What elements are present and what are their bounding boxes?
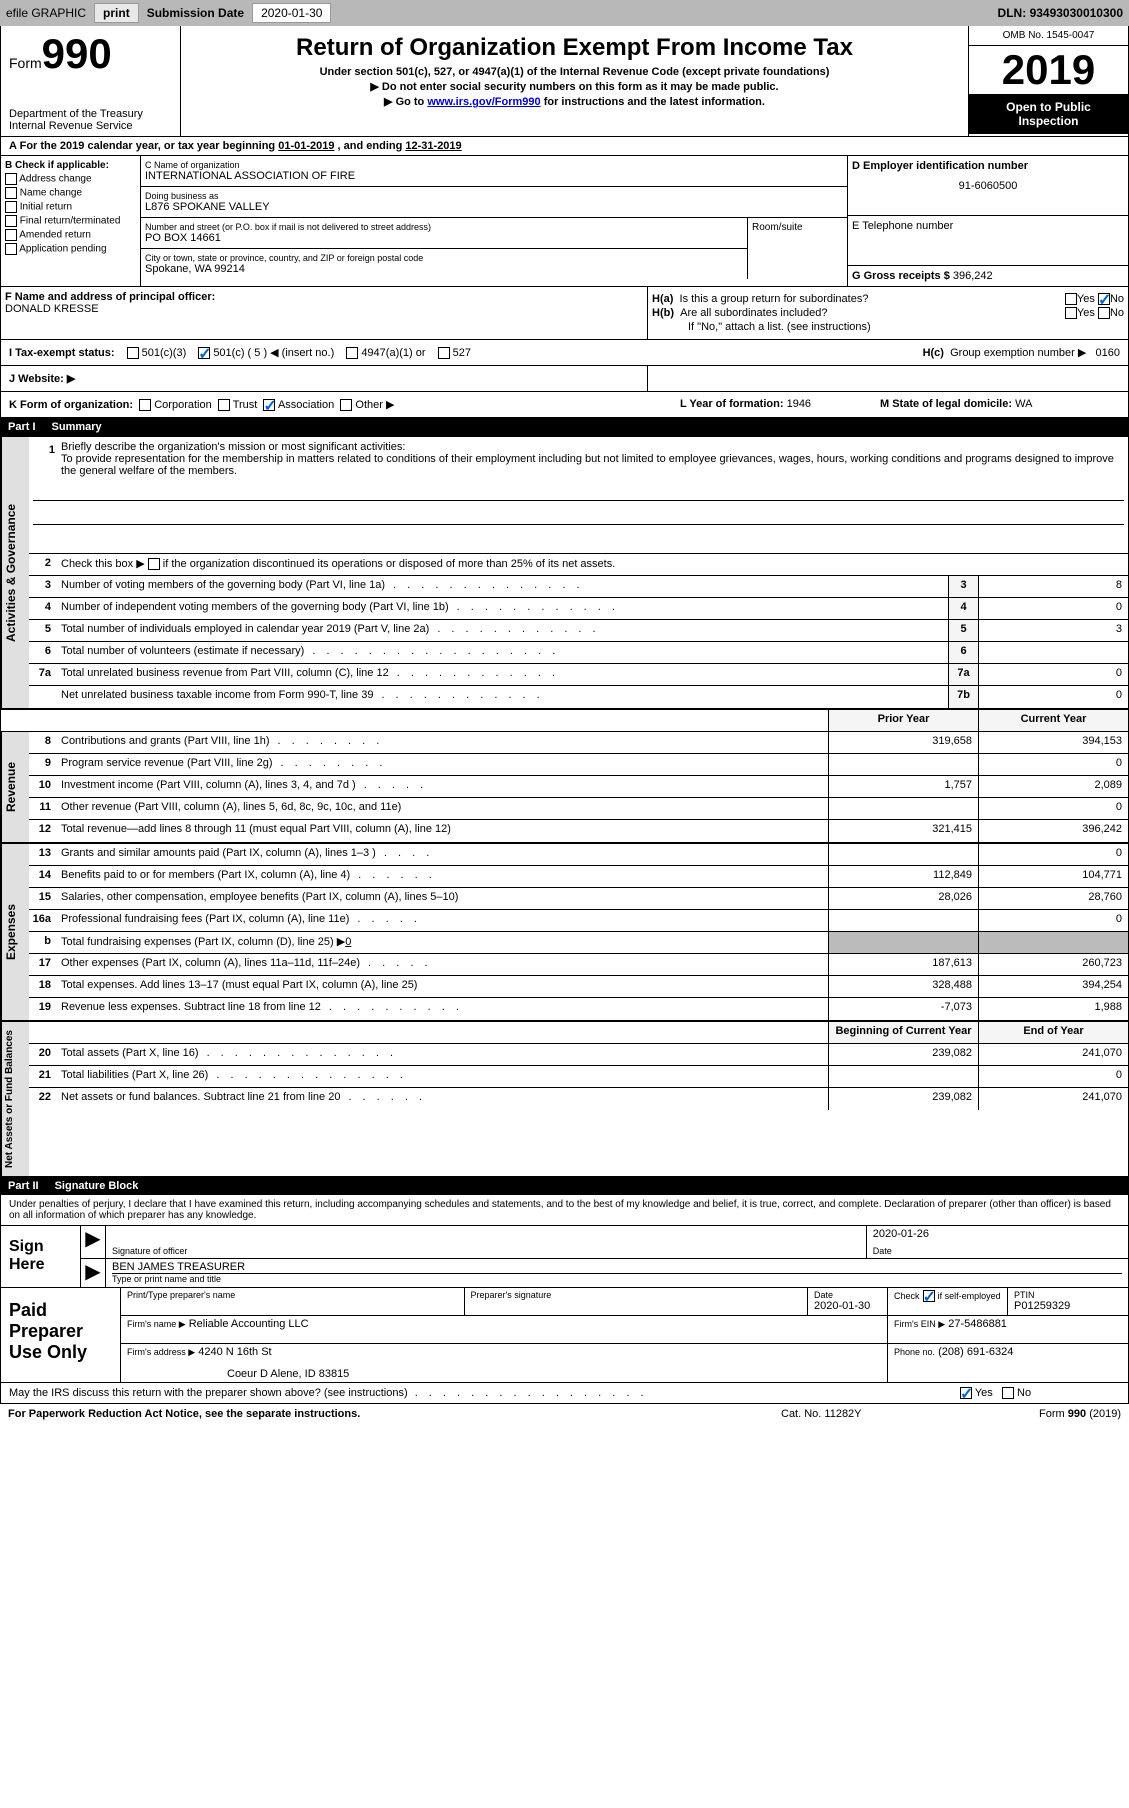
signature-arrow-icon: ▶ <box>81 1226 105 1258</box>
tax-year: 2019 <box>969 46 1128 94</box>
line7b-val: 0 <box>978 686 1128 708</box>
revenue-section: Revenue 8Contributions and grants (Part … <box>0 731 1129 843</box>
website-row: J Website: ▶ <box>0 366 1129 392</box>
omb-number: OMB No. 1545-0047 <box>969 26 1128 46</box>
dln: DLN: 93493030010300 <box>998 6 1123 20</box>
room-suite: Room/suite <box>747 218 847 279</box>
section-c: C Name of organization INTERNATIONAL ASS… <box>141 156 848 286</box>
current-year-header: Current Year <box>978 710 1128 731</box>
governance-section: Activities & Governance 1 Briefly descri… <box>0 436 1129 709</box>
klm-row: K Form of organization: Corporation Trus… <box>0 392 1129 418</box>
part2-header: Part II Signature Block <box>0 1177 1129 1195</box>
section-h: H(a) Is this a group return for subordin… <box>648 287 1128 339</box>
governance-label: Activities & Governance <box>1 437 29 708</box>
form-subtitle: Under section 501(c), 527, or 4947(a)(1)… <box>185 66 964 78</box>
efile-topbar: efile GRAPHIC print Submission Date 2020… <box>0 0 1129 26</box>
org-address: PO BOX 14661 <box>145 232 743 244</box>
line4-val: 0 <box>978 598 1128 619</box>
mission-text: To provide representation for the member… <box>61 453 1114 477</box>
print-button[interactable]: print <box>94 3 139 23</box>
section-d: D Employer identification number 91-6060… <box>848 156 1128 216</box>
line6-val <box>978 642 1128 663</box>
firm-name: Reliable Accounting LLC <box>189 1318 309 1330</box>
expenses-label: Expenses <box>1 844 29 1020</box>
ssn-warning: Do not enter social security numbers on … <box>382 81 779 93</box>
firm-ein: 27-5486881 <box>948 1318 1007 1330</box>
org-name: INTERNATIONAL ASSOCIATION OF FIRE <box>145 170 843 182</box>
officer-name-title: BEN JAMES TREASURER <box>112 1261 1122 1274</box>
expenses-section: Expenses 13Grants and similar amounts pa… <box>0 843 1129 1021</box>
netassets-section: Net Assets or Fund Balances Beginning of… <box>0 1021 1129 1177</box>
revenue-label: Revenue <box>1 732 29 842</box>
section-g: G Gross receipts $ 396,242 <box>848 266 1128 286</box>
sign-here-block: Sign Here ▶ Signature of officer 2020-01… <box>0 1226 1129 1288</box>
page-footer: For Paperwork Reduction Act Notice, see … <box>0 1404 1129 1424</box>
fh-row: F Name and address of principal officer:… <box>0 287 1129 340</box>
netassets-label: Net Assets or Fund Balances <box>1 1022 29 1176</box>
dept-treasury: Department of the Treasury <box>9 108 172 120</box>
dept-irs: Internal Revenue Service <box>9 120 172 132</box>
tax-exempt-row: I Tax-exempt status: 501(c)(3) 501(c) ( … <box>0 340 1129 366</box>
sign-date: 2020-01-26 <box>873 1228 1122 1246</box>
org-info-grid: B Check if applicable: Address change Na… <box>0 156 1129 287</box>
ptin: P01259329 <box>1014 1300 1122 1312</box>
form-word: Form <box>9 55 42 71</box>
line3-val: 8 <box>978 576 1128 597</box>
efile-label: efile GRAPHIC <box>6 6 86 20</box>
org-city: Spokane, WA 99214 <box>145 263 743 275</box>
discuss-row: May the IRS discuss this return with the… <box>0 1383 1129 1404</box>
submission-date: 2020-01-30 <box>252 3 331 23</box>
line7a-val: 0 <box>978 664 1128 685</box>
form-title: Return of Organization Exempt From Incom… <box>185 34 964 62</box>
submission-date-label: Submission Date <box>147 6 244 20</box>
form-number: 990 <box>42 30 112 77</box>
paid-preparer-block: Paid Preparer Use Only Print/Type prepar… <box>0 1288 1129 1383</box>
prior-year-header: Prior Year <box>828 710 978 731</box>
section-e: E Telephone number <box>848 216 1128 266</box>
part1-header: Part I Summary <box>0 418 1129 436</box>
line5-val: 3 <box>978 620 1128 641</box>
public-inspection: Open to PublicInspection <box>969 94 1128 134</box>
signature-arrow-icon: ▶ <box>81 1259 105 1287</box>
principal-officer: DONALD KRESSE <box>5 303 643 315</box>
section-b: B Check if applicable: Address change Na… <box>1 156 141 286</box>
gross-receipts: 396,242 <box>953 270 993 282</box>
firm-phone: (208) 691-6324 <box>938 1346 1013 1358</box>
section-f: F Name and address of principal officer:… <box>1 287 648 339</box>
dba-name: L876 SPOKANE VALLEY <box>145 201 843 213</box>
instructions-link[interactable]: www.irs.gov/Form990 <box>427 96 540 108</box>
signature-declaration: Under penalties of perjury, I declare th… <box>0 1195 1129 1226</box>
ein: 91-6060500 <box>852 180 1124 192</box>
form-header: Form990 Department of the Treasury Inter… <box>0 26 1129 137</box>
tax-period: A For the 2019 calendar year, or tax yea… <box>0 137 1129 156</box>
